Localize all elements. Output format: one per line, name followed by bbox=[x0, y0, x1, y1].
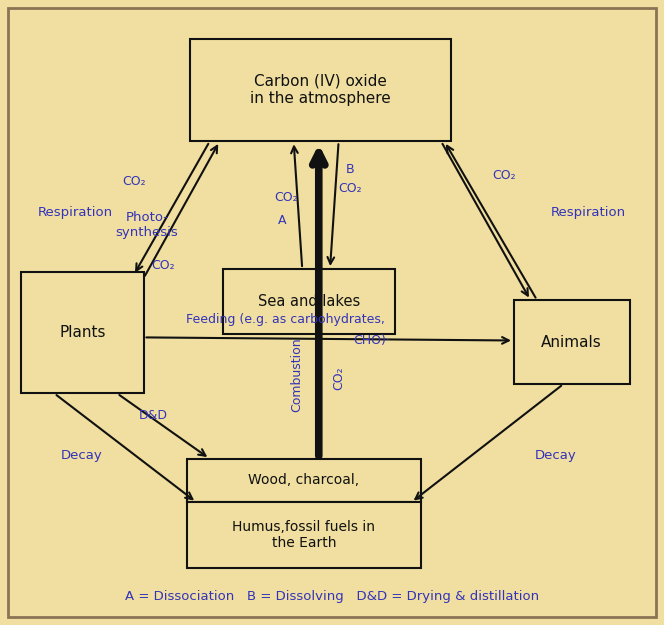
Text: Combustion: Combustion bbox=[290, 338, 303, 412]
Bar bbox=[190, 39, 451, 141]
Bar bbox=[187, 459, 421, 503]
Text: CO₂: CO₂ bbox=[332, 366, 345, 389]
Text: D&D: D&D bbox=[139, 409, 168, 422]
Text: CO₂: CO₂ bbox=[274, 191, 297, 204]
Text: Carbon (IV) oxide
in the atmosphere: Carbon (IV) oxide in the atmosphere bbox=[250, 74, 391, 106]
Text: CO₂: CO₂ bbox=[122, 176, 145, 188]
Bar bbox=[187, 503, 421, 568]
Text: Photo-
synthesis: Photo- synthesis bbox=[116, 211, 178, 239]
Text: B: B bbox=[346, 163, 355, 176]
Text: CO₂: CO₂ bbox=[339, 181, 363, 194]
Text: CO₂: CO₂ bbox=[151, 259, 175, 272]
Text: Respiration: Respiration bbox=[551, 206, 626, 219]
Text: Animals: Animals bbox=[541, 334, 602, 349]
Text: A: A bbox=[278, 214, 287, 227]
Text: Wood, charcoal,: Wood, charcoal, bbox=[248, 474, 359, 488]
Text: Respiration: Respiration bbox=[38, 206, 113, 219]
Bar bbox=[514, 300, 629, 384]
Bar bbox=[21, 272, 143, 393]
Text: Decay: Decay bbox=[61, 449, 103, 462]
Text: Decay: Decay bbox=[535, 449, 576, 462]
Text: A = Dissociation   B = Dissolving   D&D = Drying & distillation: A = Dissociation B = Dissolving D&D = Dr… bbox=[125, 591, 539, 603]
Text: Sea and lakes: Sea and lakes bbox=[258, 294, 360, 309]
Text: CHO)·: CHO)· bbox=[353, 334, 390, 347]
Bar bbox=[223, 269, 395, 334]
Text: CO₂: CO₂ bbox=[492, 169, 516, 182]
Text: Humus,fossil fuels in
the Earth: Humus,fossil fuels in the Earth bbox=[232, 520, 375, 550]
Text: Feeding (e.g. as carbohydrates,: Feeding (e.g. as carbohydrates, bbox=[187, 314, 385, 326]
Text: Plants: Plants bbox=[59, 325, 106, 340]
